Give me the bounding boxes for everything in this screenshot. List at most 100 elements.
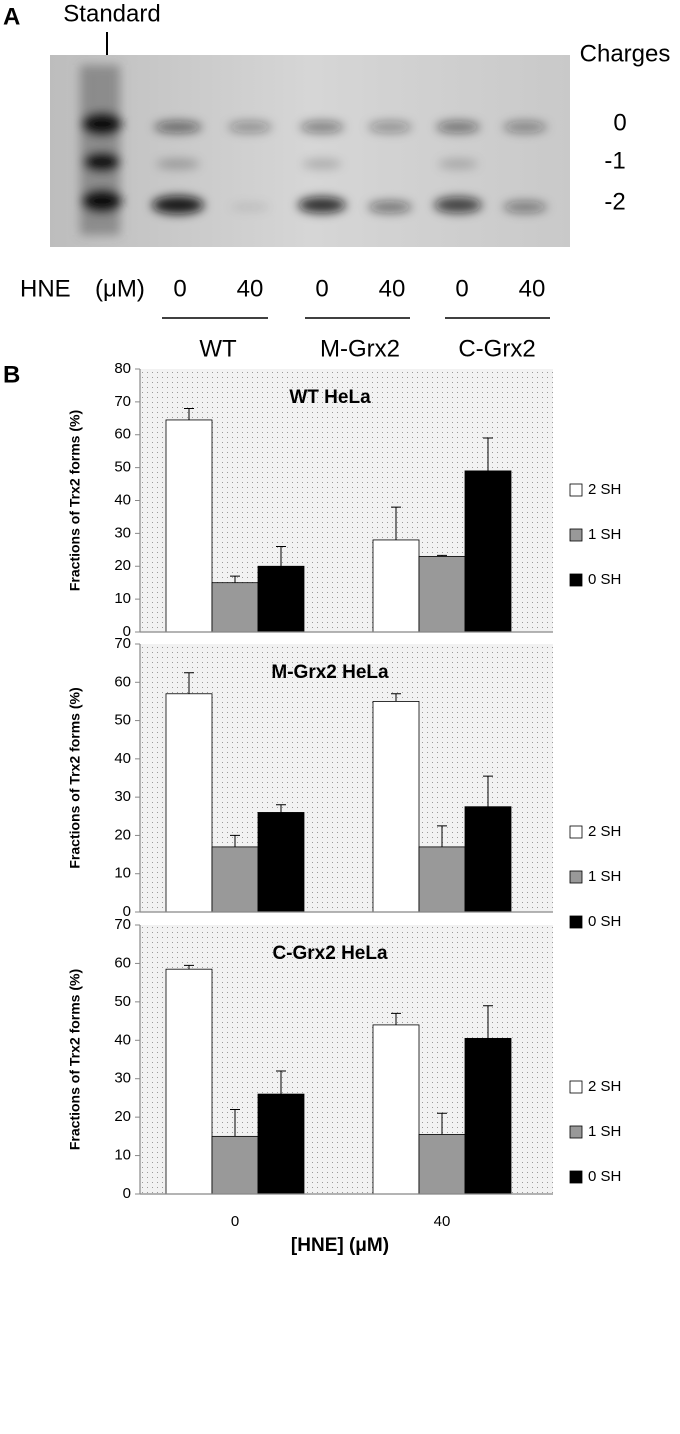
chart-title: WT HeLa bbox=[289, 387, 371, 408]
y-tick-label: 0 bbox=[123, 903, 131, 920]
y-axis-label: Fractions of Trx2 forms (%) bbox=[67, 687, 83, 868]
group-label: M-Grx2 bbox=[320, 335, 400, 362]
error-bar bbox=[276, 1070, 286, 1095]
y-tick-label: 50 bbox=[114, 459, 131, 476]
charges-title: Charges bbox=[580, 40, 671, 67]
chart-title: M-Grx2 HeLa bbox=[271, 662, 389, 683]
legend-label: 2 SH bbox=[588, 823, 621, 840]
y-tick-label: 50 bbox=[114, 993, 131, 1010]
dose-label: 0 bbox=[455, 275, 468, 302]
error-bar bbox=[483, 1005, 493, 1039]
y-tick-label: 40 bbox=[114, 750, 131, 767]
legend-swatch bbox=[569, 915, 583, 929]
y-tick-label: 60 bbox=[114, 426, 131, 443]
dose-label: 0 bbox=[173, 275, 186, 302]
y-tick-label: 0 bbox=[123, 623, 131, 640]
bar bbox=[464, 1037, 512, 1195]
y-tick-label: 20 bbox=[114, 1108, 131, 1125]
x-axis-label: [HNE] (μM) bbox=[291, 1235, 389, 1256]
error-bar bbox=[437, 1112, 447, 1135]
bar bbox=[211, 1135, 259, 1195]
legend-label: 0 SH bbox=[588, 571, 621, 588]
error-bar bbox=[391, 1012, 401, 1025]
legend-swatch bbox=[569, 1080, 583, 1094]
error-bar bbox=[184, 964, 194, 970]
panel-label: B bbox=[3, 361, 20, 388]
y-tick-label: 0 bbox=[123, 1185, 131, 1202]
y-tick-label: 70 bbox=[114, 916, 131, 933]
charge-label: -1 bbox=[604, 147, 625, 174]
y-tick-label: 70 bbox=[114, 635, 131, 652]
bar bbox=[165, 968, 213, 1195]
y-tick-label: 60 bbox=[114, 954, 131, 971]
y-tick-label: 30 bbox=[114, 788, 131, 805]
bar bbox=[211, 846, 259, 913]
error-bar bbox=[437, 825, 447, 847]
legend-label: 0 SH bbox=[588, 913, 621, 930]
bar bbox=[257, 565, 305, 633]
charge-label: 0 bbox=[613, 109, 626, 136]
y-axis-label: Fractions of Trx2 forms (%) bbox=[67, 410, 83, 591]
panel-label: A bbox=[3, 3, 20, 30]
y-tick-label: 10 bbox=[114, 1147, 131, 1164]
legend-label: 1 SH bbox=[588, 1123, 621, 1140]
bar bbox=[418, 1134, 466, 1195]
y-tick-label: 30 bbox=[114, 524, 131, 541]
group-label: WT bbox=[199, 335, 237, 362]
standard-label: Standard bbox=[63, 0, 160, 27]
legend-swatch bbox=[569, 483, 583, 497]
x-tick-label: 0 bbox=[231, 1213, 239, 1230]
error-bar bbox=[276, 546, 286, 567]
legend-swatch bbox=[569, 1125, 583, 1139]
y-tick-label: 40 bbox=[114, 491, 131, 508]
x-tick-label: 40 bbox=[434, 1213, 451, 1230]
bar bbox=[464, 470, 512, 633]
legend-label: 1 SH bbox=[588, 868, 621, 885]
legend-label: 0 SH bbox=[588, 1168, 621, 1185]
y-tick-label: 50 bbox=[114, 712, 131, 729]
hne-label: HNE bbox=[20, 275, 71, 302]
dose-label: 40 bbox=[237, 275, 264, 302]
legend-swatch bbox=[569, 870, 583, 884]
y-tick-label: 20 bbox=[114, 557, 131, 574]
error-bar bbox=[391, 693, 401, 702]
legend-label: 2 SH bbox=[588, 1078, 621, 1095]
dose-label: 40 bbox=[379, 275, 406, 302]
dose-label: 0 bbox=[315, 275, 328, 302]
bar bbox=[165, 419, 213, 633]
y-tick-label: 10 bbox=[114, 865, 131, 882]
error-bar bbox=[184, 407, 194, 420]
error-bar bbox=[391, 506, 401, 540]
legend-swatch bbox=[569, 1170, 583, 1184]
bar bbox=[257, 1093, 305, 1195]
error-bar bbox=[230, 1108, 240, 1137]
unit-label: (μM) bbox=[95, 275, 145, 302]
legend-swatch bbox=[569, 528, 583, 542]
y-tick-label: 30 bbox=[114, 1070, 131, 1087]
error-bar bbox=[483, 775, 493, 807]
legend-swatch bbox=[569, 825, 583, 839]
bar bbox=[464, 806, 512, 913]
error-bar bbox=[483, 437, 493, 471]
group-label: C-Grx2 bbox=[458, 335, 535, 362]
gel bbox=[50, 55, 570, 247]
bar bbox=[165, 693, 213, 913]
legend-label: 2 SH bbox=[588, 481, 621, 498]
y-tick-label: 40 bbox=[114, 1031, 131, 1048]
error-bar bbox=[230, 575, 240, 583]
y-tick-label: 10 bbox=[114, 590, 131, 607]
chart-title: C-Grx2 HeLa bbox=[272, 943, 388, 964]
y-tick-label: 60 bbox=[114, 673, 131, 690]
y-tick-label: 70 bbox=[114, 393, 131, 410]
error-bar bbox=[230, 834, 240, 847]
y-tick-label: 80 bbox=[114, 360, 131, 377]
legend-label: 1 SH bbox=[588, 526, 621, 543]
y-axis-label: Fractions of Trx2 forms (%) bbox=[67, 969, 83, 1150]
y-tick-label: 20 bbox=[114, 826, 131, 843]
dose-label: 40 bbox=[519, 275, 546, 302]
bar bbox=[372, 701, 420, 913]
charge-label: -2 bbox=[604, 188, 625, 215]
error-bar bbox=[184, 672, 194, 694]
bar bbox=[257, 812, 305, 913]
